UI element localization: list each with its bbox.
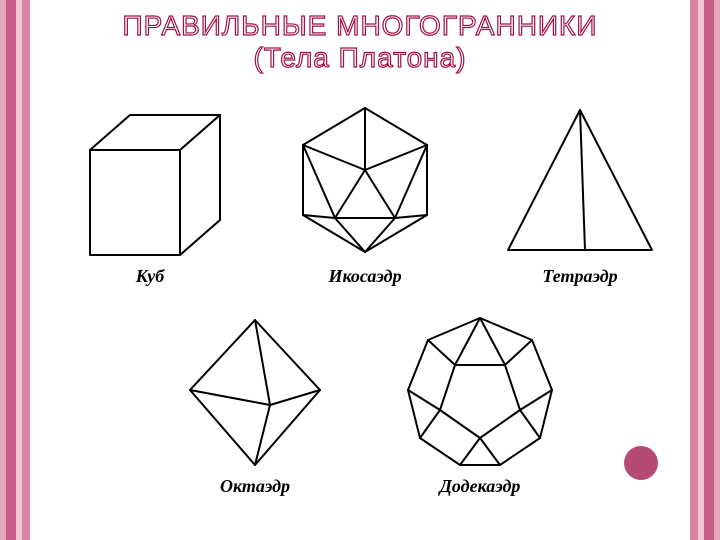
dodecahedron-label: Додекаэдр	[380, 476, 580, 497]
dodecahedron-diagram	[390, 310, 570, 470]
title-line-1: ПРАВИЛЬНЫЕ МНОГОГРАННИКИ	[123, 10, 598, 42]
tetrahedron-label: Тетраэдр	[480, 266, 680, 287]
title-line-2: (Тела Платона)	[253, 42, 466, 74]
title-block: ПРАВИЛЬНЫЕ МНОГОГРАННИКИ (Тела Платона)	[40, 10, 680, 74]
shape-dodecahedron: Додекаэдр	[380, 310, 580, 497]
decorative-stripes-right	[690, 0, 720, 540]
cube-label: Куб	[50, 266, 250, 287]
shapes-area: Куб Икосаэдр Тетраэдр Октаэдр Додекаэдр	[40, 100, 680, 530]
cube-diagram	[60, 100, 240, 260]
accent-dot	[624, 446, 658, 480]
shape-icosahedron: Икосаэдр	[265, 100, 465, 287]
shape-tetrahedron: Тетраэдр	[480, 100, 680, 287]
shape-octahedron: Октаэдр	[155, 310, 355, 497]
octahedron-diagram	[165, 310, 345, 470]
tetrahedron-diagram	[490, 100, 670, 260]
octahedron-label: Октаэдр	[155, 476, 355, 497]
shape-cube: Куб	[50, 100, 250, 287]
icosahedron-diagram	[275, 100, 455, 260]
decorative-stripes-left	[0, 0, 30, 540]
icosahedron-label: Икосаэдр	[265, 266, 465, 287]
